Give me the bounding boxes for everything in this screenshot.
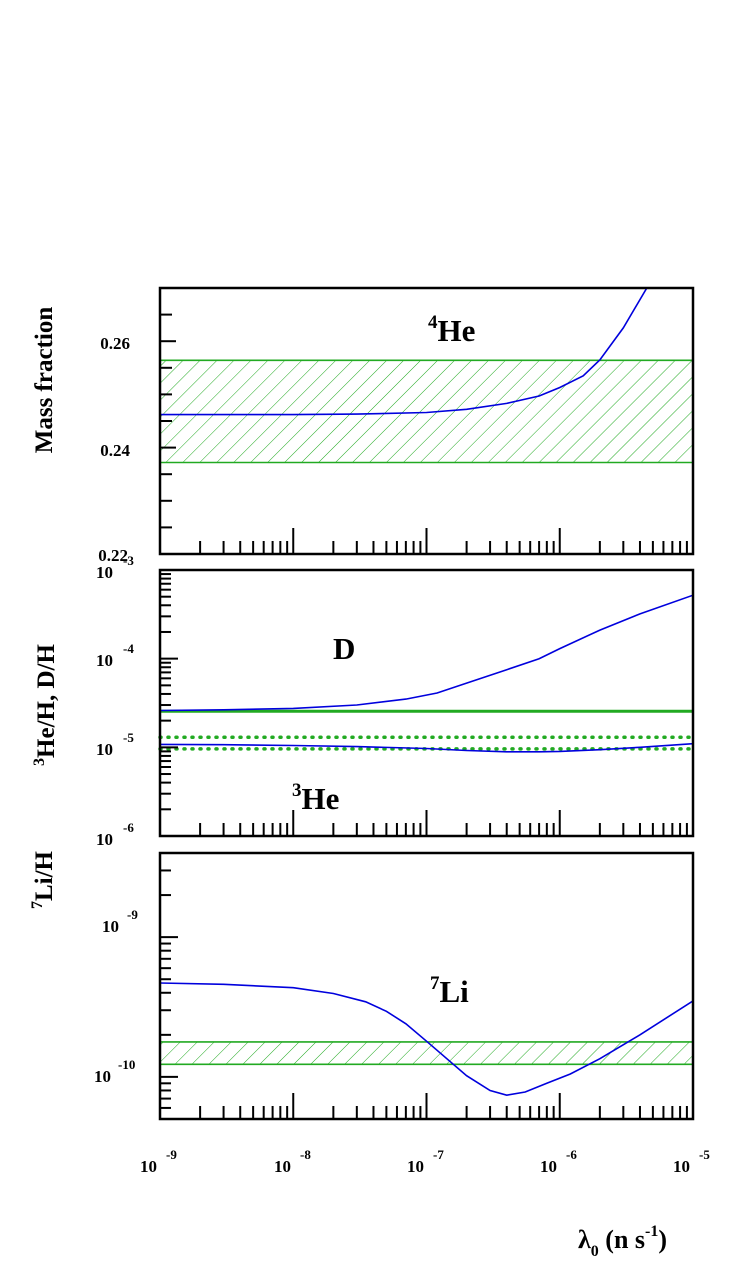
panel-helium3-deuterium-x-ticks [199,810,688,836]
helium4-ytick-label-1: 0.26 [100,334,130,353]
x-axis-label-symbol: λ [578,1225,591,1254]
panel-helium4: 0.24 0.26 0.22 Mass fraction 4He [31,286,695,565]
helium4-annotation: 4He [428,312,475,348]
deuterium-curve [160,594,693,712]
x-axis-label-sup: -1 [645,1223,658,1240]
helium3-annotation-text: He [302,781,340,816]
panel-lithium7-x-ticks [199,1093,688,1119]
xtick-label-1e-5: 10-5 [673,1147,710,1176]
lithium7-annotation-sup: 7 [430,973,440,994]
helium3-annotation: 3He [292,780,339,816]
panel-helium4-y-ticks [160,287,176,555]
xtick-label-1e-9: 10-9 [140,1147,177,1176]
mid-ytick-label-1e-3: 10-3 [96,553,134,582]
x-axis-label: λ0 (n s-1) [578,1223,667,1260]
panel-lithium7-frame [158,851,695,1121]
mid-ytick-label-1e-5: 10-5 [96,730,134,759]
bot-ytick-label-1e-9: 10-9 [102,907,138,936]
mid-ylabel-sup: 3 [31,758,48,766]
lithium7-annotation: 7Li [430,973,469,1009]
panel-helium4-x-ticks [199,528,688,554]
panel-helium3-deuterium-y-ticks [160,569,178,837]
helium3-curve [160,742,693,753]
helium4-observation-band [160,360,693,463]
bot-ylabel-sup: 7 [29,901,46,909]
helium4-ymin-label: 0.22 [98,546,128,565]
panel-lithium7: 10-10 10-9 7Li/H 7Li [29,850,695,1121]
x-axis-label-sub: 0 [591,1243,599,1260]
xtick-label-1e-7: 10-7 [407,1147,444,1176]
xtick-label-1e-8: 10-8 [274,1147,311,1176]
helium3-annotation-sup: 3 [292,780,302,801]
mid-ytick-label-1e-4: 10-4 [96,641,134,670]
xtick-label-1e-6: 10-6 [540,1147,577,1176]
deuterium-annotation: D [333,631,355,666]
bot-ylabel-text: Li/H [31,850,58,901]
mid-ylabel-text: He/H, D/H [33,644,60,758]
bot-ytick-label-1e-10: 10-10 [94,1057,135,1086]
helium4-ylabel: Mass fraction [31,307,58,454]
lithium7-observation-band [160,1041,693,1065]
panel-lithium7-y-ticks [160,852,178,1120]
x-axis-label-close: ) [658,1225,667,1254]
mid-ytick-label-1e-6: 10-6 [96,820,134,849]
panel-helium3-deuterium-frame [158,568,695,838]
helium4-annotation-text: He [438,313,476,348]
helium4-annotation-sup: 4 [428,312,438,333]
lithium7-annotation-text: Li [440,974,470,1009]
x-axis-label-text: (n s [599,1225,645,1254]
x-tick-labels: 10-9 10-8 10-7 10-6 10-5 [140,1147,710,1176]
mid-ylabel: 3He/H, D/H [31,644,60,766]
bot-ylabel: 7Li/H [29,850,58,909]
helium4-curve [160,288,648,416]
panel-helium3-deuterium: 10-6 10-5 10-4 10-3 3He/H, D/H D 3He [31,553,695,849]
lithium7-curve [160,982,693,1097]
helium4-ytick-label-0: 0.24 [100,441,130,460]
